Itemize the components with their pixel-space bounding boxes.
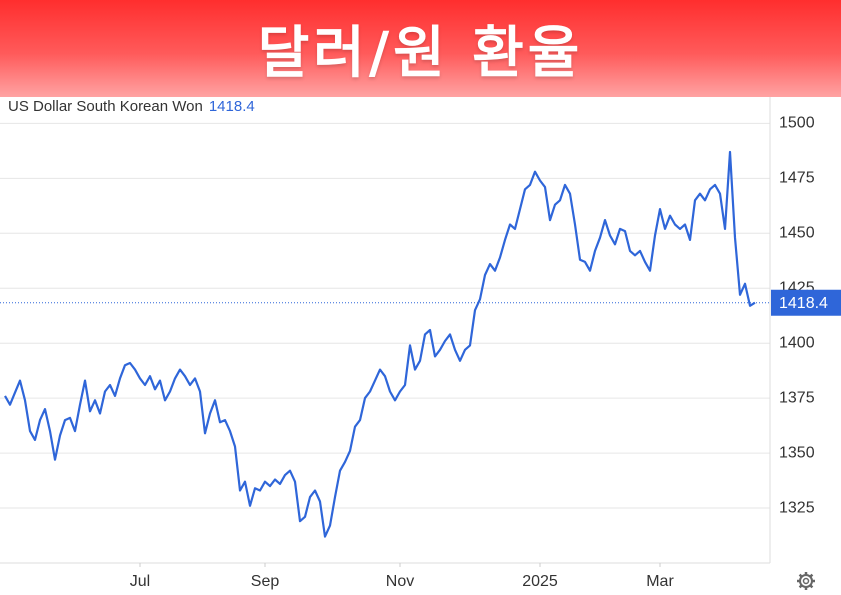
settings-icon[interactable] (797, 572, 815, 590)
series-header: US Dollar South Korean Won 1418.4 (8, 98, 255, 115)
title-banner: 달러/원 환율 (0, 0, 841, 97)
legend-label: US Dollar South Korean Won (8, 98, 203, 115)
x-tick-label: Mar (646, 573, 674, 590)
chart-title: 달러/원 환율 (257, 21, 584, 86)
y-tick-label: 1325 (779, 499, 815, 516)
y-tick-label: 1375 (779, 389, 815, 406)
last-value-label: 1418.4 (779, 295, 828, 312)
y-tick-label: 1450 (779, 225, 815, 242)
x-tick-label: Jul (130, 573, 150, 590)
y-tick-label: 1400 (779, 334, 815, 351)
y-tick-label: 1475 (779, 170, 815, 187)
y-tick-label: 1350 (779, 444, 815, 461)
current-value: 1418.4 (209, 98, 255, 115)
y-tick-label: 1500 (779, 115, 815, 132)
x-tick-label: 2025 (522, 573, 558, 590)
last-value-box (771, 289, 841, 316)
data-line (4, 150, 756, 538)
x-tick-label: Nov (386, 573, 414, 590)
x-tick-label: Sep (251, 573, 280, 590)
